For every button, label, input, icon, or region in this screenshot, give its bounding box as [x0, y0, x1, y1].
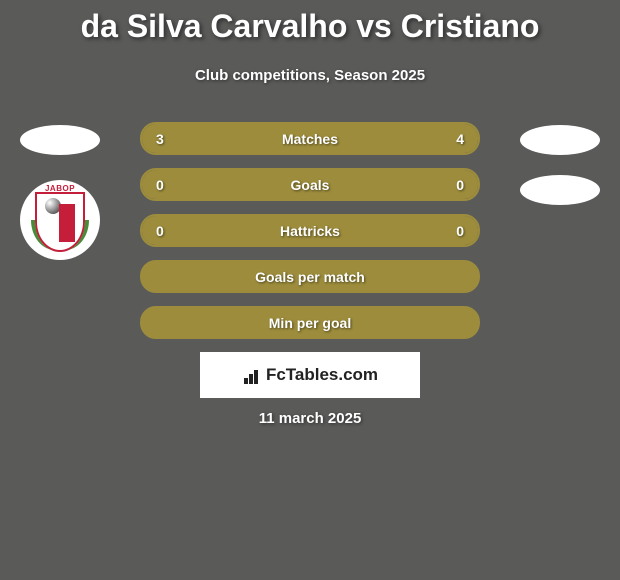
stat-label: Min per goal: [269, 315, 351, 331]
brand-text: FcTables.com: [266, 365, 378, 385]
stat-value-right: 4: [456, 131, 464, 147]
stat-label: Goals: [142, 177, 478, 193]
chart-icon: [242, 366, 262, 384]
stat-row-min-per-goal: Min per goal: [140, 306, 480, 339]
stat-label: Matches: [142, 131, 478, 147]
footer-date: 11 march 2025: [0, 410, 620, 427]
comparison-title: da Silva Carvalho vs Cristiano: [0, 0, 620, 45]
stat-value-right: 0: [456, 177, 464, 193]
brand-watermark: FcTables.com: [200, 352, 420, 398]
stat-value-right: 0: [456, 223, 464, 239]
stat-label: Hattricks: [142, 223, 478, 239]
stat-row-goals-per-match: Goals per match: [140, 260, 480, 293]
stats-container: 3 Matches 4 0 Goals 0 0 Hattricks 0 Goal…: [140, 122, 480, 352]
stat-row-goals: 0 Goals 0: [140, 168, 480, 201]
club-badge-left: JABOP: [20, 180, 100, 260]
comparison-subtitle: Club competitions, Season 2025: [0, 67, 620, 84]
stat-label: Goals per match: [255, 269, 365, 285]
stat-row-hattricks: 0 Hattricks 0: [140, 214, 480, 247]
player-right-avatar-placeholder-1: [520, 125, 600, 155]
stat-row-matches: 3 Matches 4: [140, 122, 480, 155]
player-left-avatar-placeholder: [20, 125, 100, 155]
player-right-avatar-placeholder-2: [520, 175, 600, 205]
